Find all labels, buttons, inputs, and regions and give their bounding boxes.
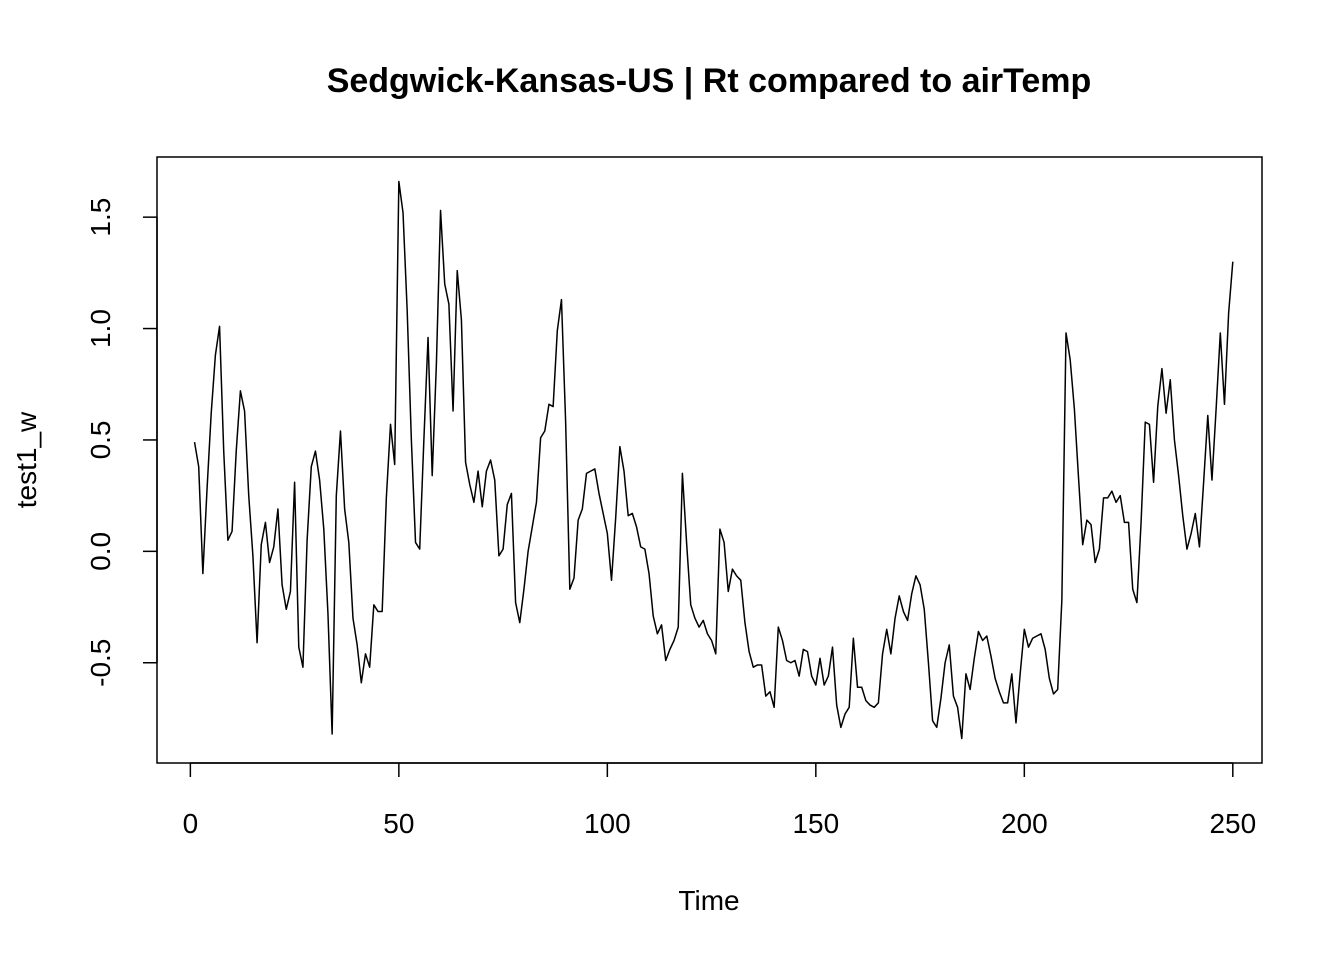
y-tick-label: 0.0: [85, 532, 116, 571]
y-axis: -0.5 0.0 0.5 1.0 1.5: [85, 198, 158, 687]
plot-frame: [156, 156, 1263, 764]
y-axis-label: test1_w: [11, 411, 42, 508]
y-tick-label: -0.5: [85, 639, 116, 687]
x-tick-label: 200: [1001, 808, 1048, 839]
chart-title: Sedgwick-Kansas-US | Rt compared to airT…: [327, 62, 1092, 100]
x-tick-label: 0: [183, 808, 199, 839]
series-line-test1_w: [193, 180, 1234, 740]
x-tick-label: 250: [1209, 808, 1256, 839]
x-tick-label: 150: [792, 808, 839, 839]
x-tick-label: 100: [584, 808, 631, 839]
y-tick-label: 0.5: [85, 420, 116, 459]
x-tick-label: 50: [383, 808, 414, 839]
x-axis-label: Time: [678, 885, 739, 916]
y-tick-label: 1.5: [85, 198, 116, 237]
y-tick-label: 1.0: [85, 309, 116, 348]
x-axis: 0 50 100 150 200 250: [183, 762, 1256, 839]
